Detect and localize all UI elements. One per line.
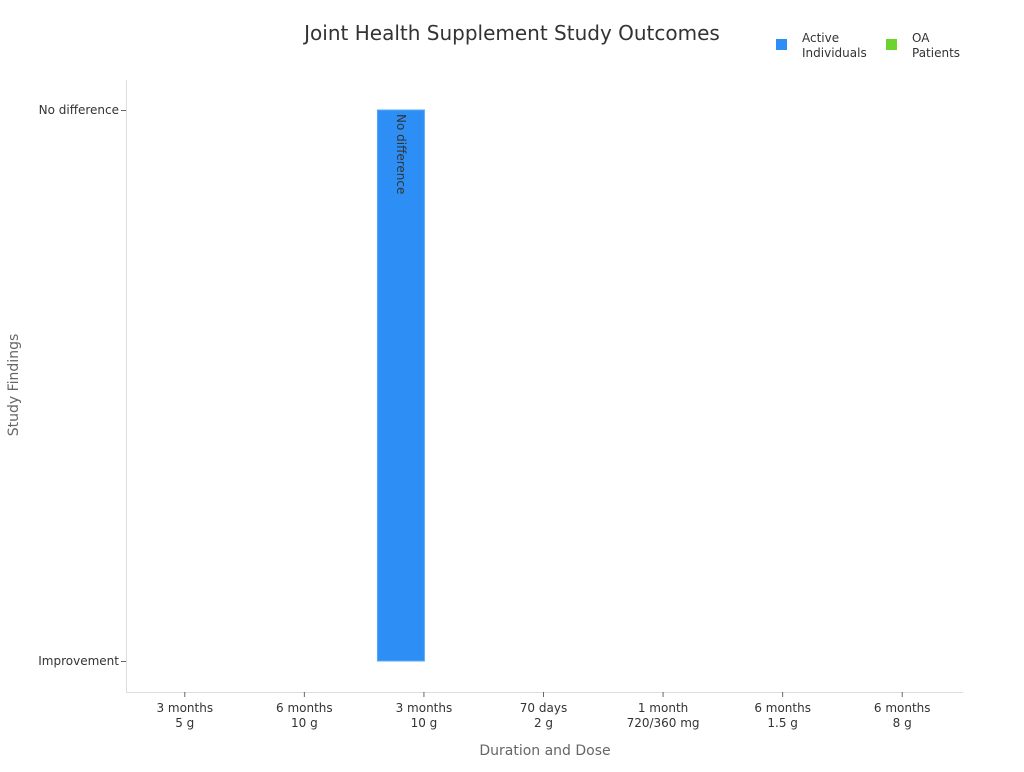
x-tick-label: 10 g — [291, 716, 318, 730]
x-tick-label: 70 days — [520, 701, 567, 715]
x-tick-label: 10 g — [411, 716, 438, 730]
bar-data-label: No difference — [394, 114, 408, 194]
x-tick-label: 1.5 g — [767, 716, 798, 730]
x-tick-label: 720/360 mg — [627, 716, 700, 730]
x-tick-label: 3 months — [156, 701, 213, 715]
x-tick-label: 6 months — [276, 701, 333, 715]
x-tick-label: 1 month — [638, 701, 688, 715]
x-tick-label: 8 g — [893, 716, 912, 730]
bar — [376, 109, 425, 662]
y-tick-label: No difference — [39, 103, 119, 117]
x-tick-label: 6 months — [754, 701, 811, 715]
x-tick-label: 2 g — [534, 716, 553, 730]
y-axis-label: Study Findings — [6, 334, 22, 437]
x-tick-label: 6 months — [874, 701, 931, 715]
legend-swatch — [886, 39, 897, 50]
legend-label: Active — [802, 31, 839, 45]
x-axis-label: Duration and Dose — [479, 743, 610, 759]
y-tick-label: Improvement — [38, 654, 119, 668]
legend-label: OA — [912, 31, 930, 45]
legend-swatch — [776, 39, 787, 50]
x-tick-label: 3 months — [396, 701, 453, 715]
legend-label: Individuals — [802, 46, 867, 60]
x-tick-label: 5 g — [175, 716, 194, 730]
legend-label: Patients — [912, 46, 960, 60]
chart-title: Joint Health Supplement Study Outcomes — [302, 21, 720, 45]
